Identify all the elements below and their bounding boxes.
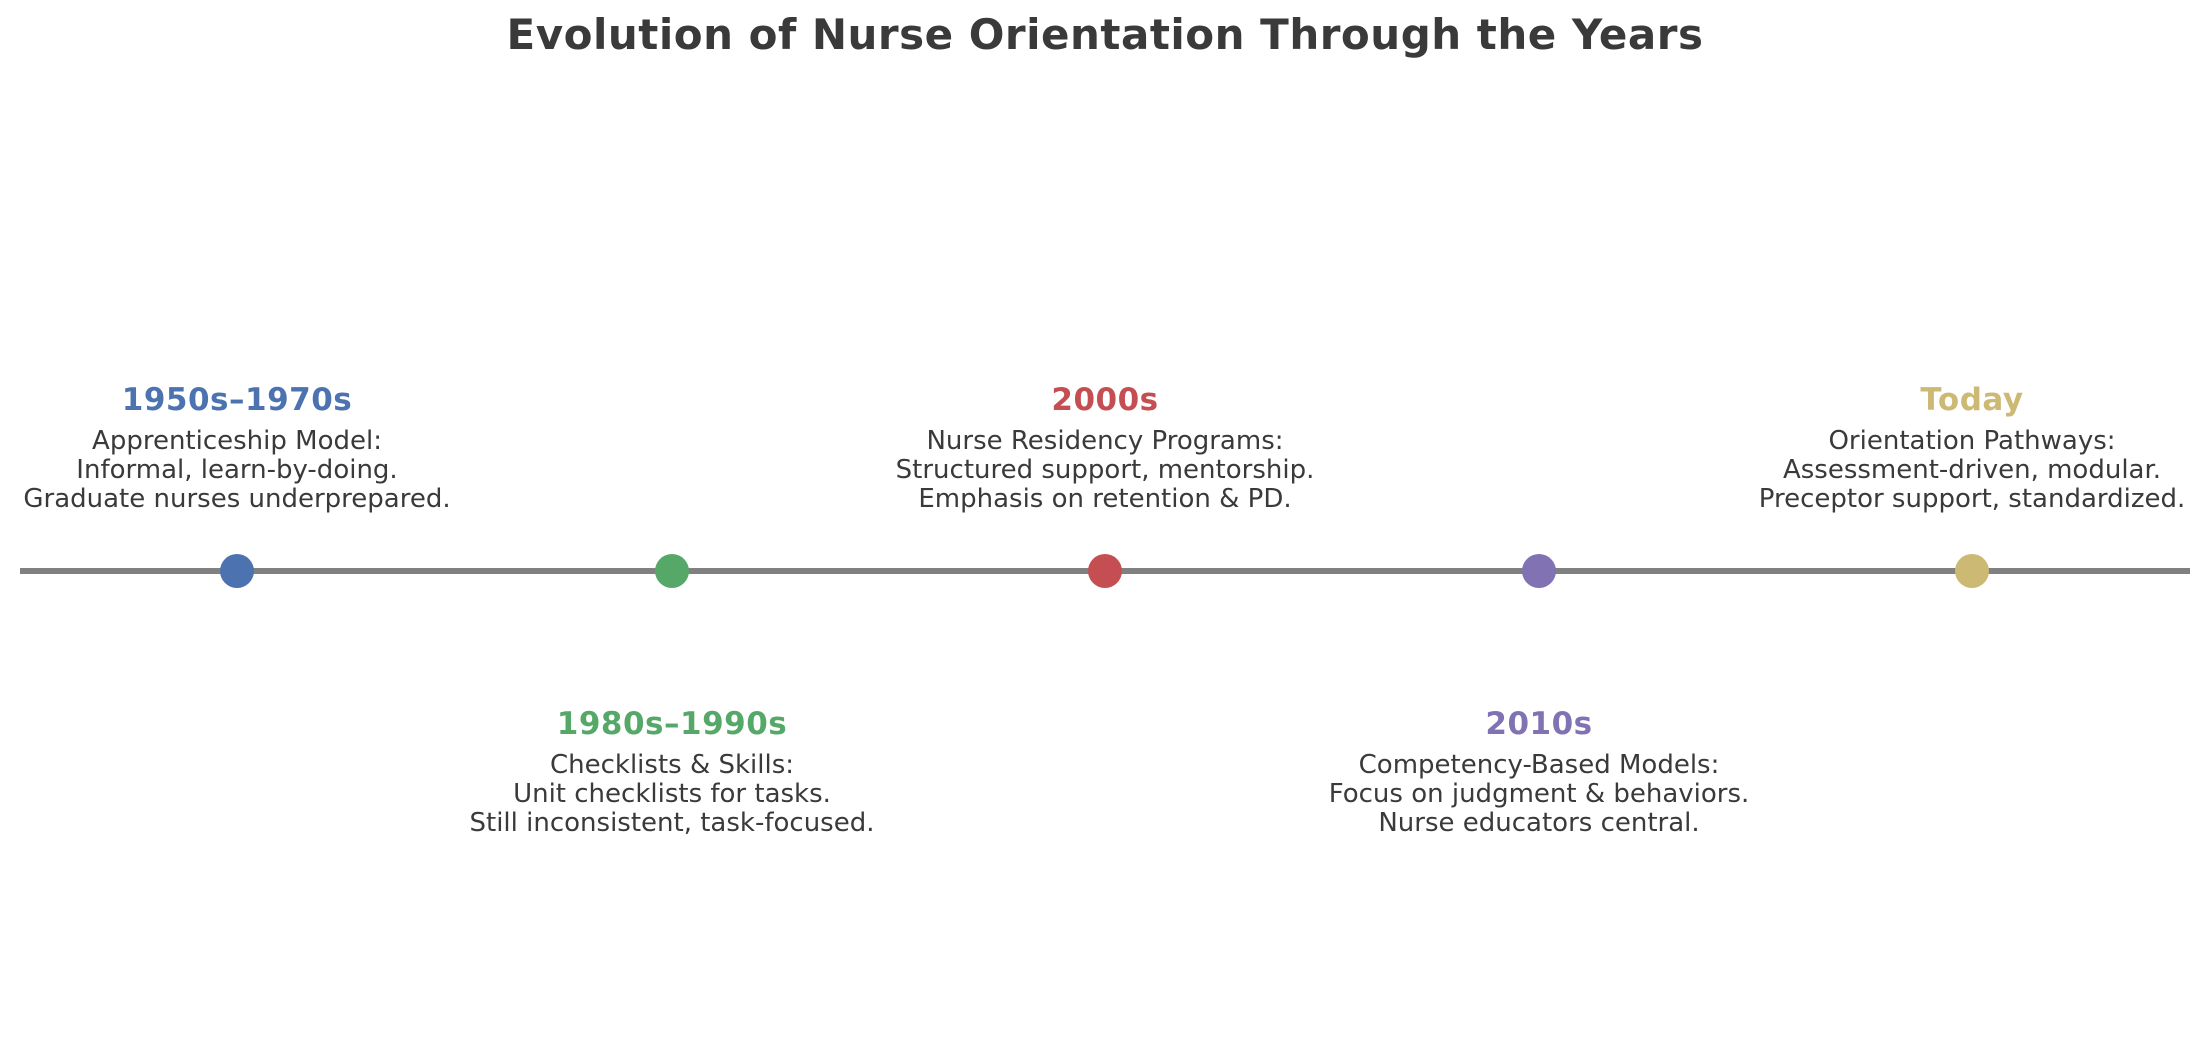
milestone-label: 1980s–1990s <box>556 706 788 742</box>
timeline-dot-1980s-1990s <box>655 554 689 588</box>
milestone-description-line: Nurse educators central. <box>1378 808 1700 838</box>
milestone-group-2010s: 2010s Competency-Based Models: Focus on … <box>1289 706 1789 838</box>
milestone-label: 2000s <box>1051 382 1159 418</box>
timeline-dot-2000s <box>1088 554 1122 588</box>
milestone-description-line: Preceptor support, standardized. <box>1758 484 2186 514</box>
diagram-title: Evolution of Nurse Orientation Through t… <box>506 10 1704 59</box>
milestone-description-line: Informal, learn-by-doing. <box>76 455 398 485</box>
milestone-label: 2010s <box>1485 706 1593 742</box>
milestone-description-line: Graduate nurses underprepared. <box>23 484 451 514</box>
milestone-group-1980s-1990s: 1980s–1990s Checklists & Skills: Unit ch… <box>422 706 922 838</box>
milestone-description-line: Nurse Residency Programs: <box>926 426 1284 456</box>
milestone-group-2000s: 2000s Nurse Residency Programs: Structur… <box>855 382 1355 514</box>
milestone-group-today: Today Orientation Pathways: Assessment-d… <box>1722 382 2210 514</box>
milestone-description-line: Emphasis on retention & PD. <box>918 484 1292 514</box>
milestone-description-line: Focus on judgment & behaviors. <box>1328 779 1750 809</box>
milestone-description-line: Unit checklists for tasks. <box>513 779 831 809</box>
milestone-description-line: Assessment-driven, modular. <box>1782 455 2162 485</box>
milestone-description-line: Checklists & Skills: <box>549 750 795 780</box>
milestone-description-line: Apprenticeship Model: <box>92 426 382 456</box>
milestone-description-line: Competency-Based Models: <box>1358 750 1720 780</box>
timeline-dot-2010s <box>1522 554 1556 588</box>
milestone-group-1950s-1970s: 1950s–1970s Apprenticeship Model: Inform… <box>0 382 487 514</box>
milestone-label: 1950s–1970s <box>121 382 353 418</box>
milestone-label: Today <box>1920 382 2024 418</box>
timeline-dot-1950s-1970s <box>220 554 254 588</box>
milestone-description-line: Still inconsistent, task-focused. <box>469 808 875 838</box>
timeline-dot-today <box>1955 554 1989 588</box>
milestone-description-line: Structured support, mentorship. <box>895 455 1315 485</box>
milestone-description-line: Orientation Pathways: <box>1828 426 2116 456</box>
